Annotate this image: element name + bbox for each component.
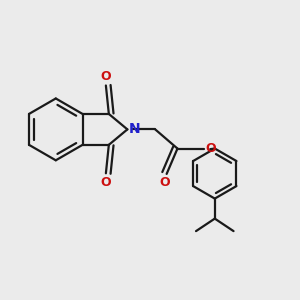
- Text: O: O: [160, 176, 170, 189]
- Text: O: O: [100, 70, 111, 83]
- Text: O: O: [100, 176, 111, 189]
- Text: N: N: [129, 122, 140, 136]
- Text: O: O: [206, 142, 216, 155]
